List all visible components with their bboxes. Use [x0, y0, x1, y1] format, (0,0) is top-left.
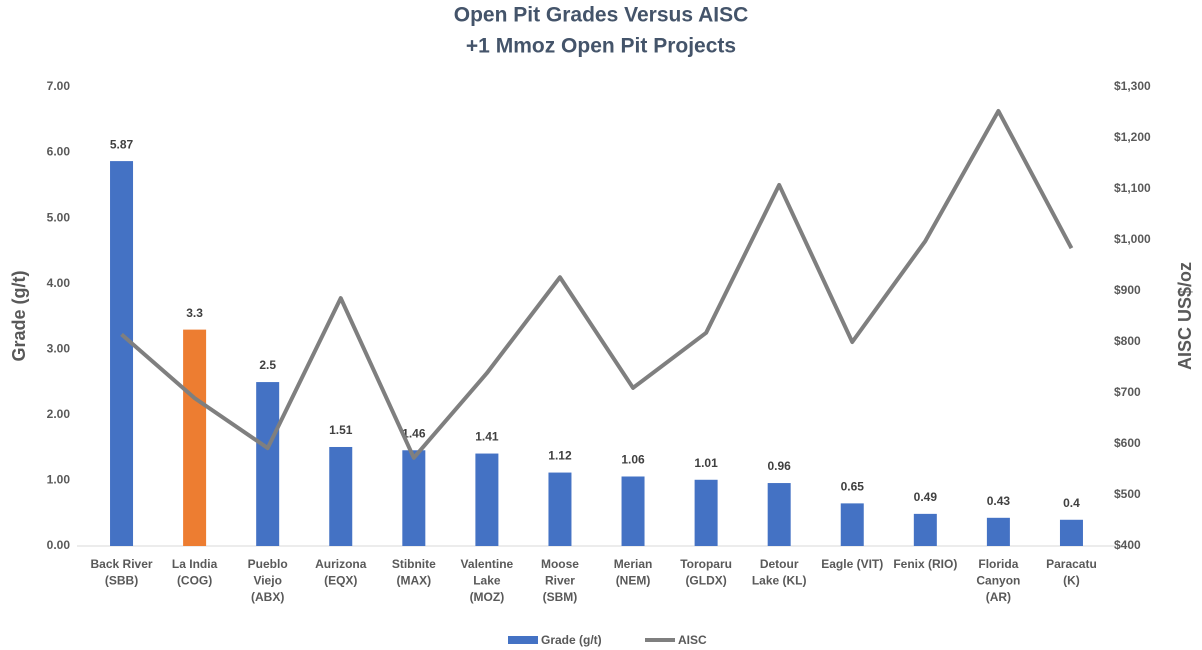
bar	[183, 329, 207, 546]
bar	[840, 503, 864, 546]
x-tick-label: Back River (SBB)	[91, 557, 153, 588]
bar	[402, 450, 426, 546]
y2-tick-label: $1,200	[1114, 130, 1151, 144]
x-tick-label: Eagle (VIT)	[821, 557, 883, 571]
y-tick-label: 4.00	[47, 276, 71, 290]
bar	[767, 483, 791, 546]
bar	[110, 161, 134, 547]
y-tick-label: 2.00	[47, 407, 71, 421]
data-label: 1.41	[475, 430, 499, 444]
data-label: 1.01	[694, 456, 718, 470]
y2-tick-label: $500	[1114, 487, 1141, 501]
data-label: 3.3	[186, 306, 203, 320]
legend-label: Grade (g/t)	[541, 633, 602, 647]
bar	[256, 382, 280, 546]
bar	[475, 453, 499, 546]
bar	[986, 517, 1010, 546]
y2-tick-label: $1,300	[1114, 79, 1151, 93]
data-label: 2.5	[259, 358, 276, 372]
x-tick-label: La India (COG)	[172, 557, 218, 588]
line	[120, 108, 1074, 460]
x-tick-label: Detour Lake (KL)	[752, 557, 807, 588]
y2-tick-label: $700	[1114, 385, 1141, 399]
x-tick-label: Pueblo Viejo (ABX)	[248, 557, 288, 604]
y-tick-label: 6.00	[47, 145, 71, 159]
x-tick-label: Toroparu (GLDX)	[680, 557, 732, 588]
data-label: 1.46	[402, 426, 426, 440]
legend-label: AISC	[678, 633, 707, 647]
x-tick-label: Merian (NEM)	[614, 557, 653, 588]
chart-title: Open Pit Grades Versus AISC	[454, 4, 749, 27]
y-tick-label: 0.00	[47, 538, 71, 552]
y2-tick-label: $1,100	[1114, 181, 1151, 195]
data-label: 0.4	[1063, 496, 1080, 510]
bar	[1059, 519, 1083, 546]
x-tick-label: Aurizona (EQX)	[315, 557, 367, 588]
y-tick-label: 7.00	[47, 79, 71, 93]
data-label: 0.96	[767, 459, 791, 473]
x-tick-label: Paracatu (K)	[1046, 557, 1097, 588]
x-tick-label: Valentine Lake (MOZ)	[461, 557, 514, 604]
legend-swatch	[508, 636, 538, 644]
bar	[548, 472, 572, 546]
y-tick-label: 1.00	[47, 473, 71, 487]
bar	[913, 513, 937, 546]
y2-axis-title: AISC US$/oz	[1175, 262, 1195, 370]
bar	[694, 479, 718, 546]
y2-tick-label: $800	[1114, 334, 1141, 348]
data-label: 1.51	[329, 423, 353, 437]
data-label: 5.87	[110, 137, 134, 151]
x-tick-label: Stibnite (MAX)	[392, 557, 436, 588]
y2-tick-label: $400	[1114, 538, 1141, 552]
data-label: 0.49	[914, 490, 938, 504]
y-axis-title: Grade (g/t)	[9, 270, 29, 361]
data-label: 0.65	[841, 480, 865, 494]
x-tick-label: Florida Canyon (AR)	[976, 557, 1020, 604]
data-label: 1.06	[621, 453, 645, 467]
y2-tick-label: $900	[1114, 283, 1141, 297]
y-tick-label: 5.00	[47, 210, 71, 224]
bar	[621, 476, 645, 546]
x-tick-label: Fenix (RIO)	[893, 557, 957, 571]
data-label: 1.12	[548, 449, 572, 463]
y2-tick-label: $600	[1114, 436, 1141, 450]
y2-tick-label: $1,000	[1114, 232, 1151, 246]
x-tick-label: Moose River (SBM)	[541, 557, 579, 604]
y-tick-label: 3.00	[47, 341, 71, 355]
data-label: 0.43	[987, 494, 1011, 508]
chart-subtitle: +1 Mmoz Open Pit Projects	[466, 35, 736, 58]
bar	[329, 446, 353, 546]
